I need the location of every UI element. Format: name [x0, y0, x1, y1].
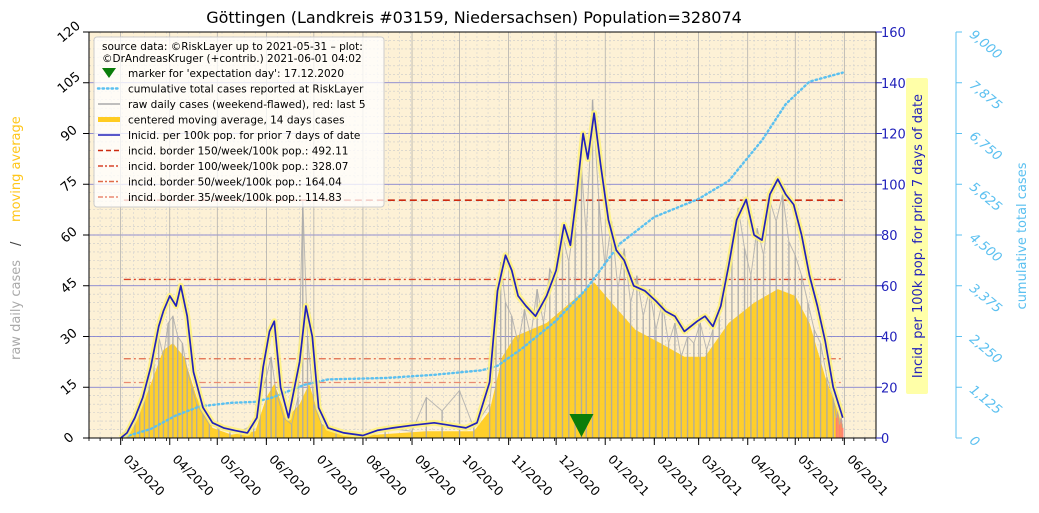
- y-left-label-sep: /: [9, 241, 24, 246]
- y-right2-tick-label: 2,250: [966, 332, 1004, 367]
- y-left-tick-label: 0: [61, 430, 77, 447]
- y-left-tick-label: 30: [58, 326, 80, 348]
- y-right2-tick-label: 3,375: [966, 281, 1004, 316]
- x-tick-label: 03/2021: [699, 452, 746, 499]
- legend-entry-label: incid. border 150/week/100k pop.: 492.11: [128, 146, 348, 158]
- legend-source-line1: source data: ©RiskLayer up to 2021-05-31…: [102, 41, 363, 53]
- legend-entry-label: incid. border 100/week/100k pop.: 328.07: [128, 161, 348, 173]
- chart-title: Göttingen (Landkreis #03159, Niedersachs…: [206, 8, 742, 27]
- y-right-tick-label: 120: [881, 128, 906, 143]
- legend: source data: ©RiskLayer up to 2021-05-31…: [93, 36, 385, 208]
- x-tick-label: 03/2020: [121, 452, 168, 499]
- y-right2-tick-label: 7,875: [966, 78, 1004, 113]
- y-left-label-avg: moving average: [9, 116, 24, 222]
- legend-entry-label: cumulative total cases reported at RiskL…: [128, 84, 364, 96]
- y-right2-tick-label: 0: [966, 433, 982, 450]
- x-tick-label: 05/2021: [795, 452, 842, 499]
- x-tick-label: 08/2020: [363, 452, 410, 499]
- y-right-tick-label: 140: [881, 77, 906, 92]
- y-right-tick-label: 160: [881, 26, 906, 41]
- y-left-tick-label: 15: [58, 377, 80, 399]
- legend-source-line2: ©DrAndreasKruger (+contrib.) 2021-06-01 …: [102, 53, 362, 65]
- legend-entry-label: incid. border 35/week/100k pop.: 114.83: [128, 192, 342, 204]
- x-tick-label: 04/2020: [170, 452, 217, 499]
- y-right2-tick-label: 6,750: [966, 129, 1004, 164]
- y-left-tick-label: 120: [55, 19, 84, 46]
- incidence-line: [120, 112, 844, 438]
- y-right-label: Incid. per 100k pop. for prior 7 days of…: [911, 94, 926, 378]
- y-right-tick-label: 20: [881, 381, 898, 396]
- x-tick-label: 12/2020: [556, 452, 603, 499]
- x-tick-label: 06/2020: [266, 452, 313, 499]
- y-left-label-raw: raw daily cases: [9, 260, 24, 360]
- y-left-tick-label: 60: [58, 224, 80, 246]
- legend-box: [93, 36, 385, 208]
- y-right-tick-label: 80: [881, 229, 898, 244]
- y-right2-axis: 0 1,125 2,250 3,375 4,500 5,625 6,750 7,875 9,00…: [955, 27, 1004, 450]
- x-tick-label: 10/2020: [459, 452, 506, 499]
- legend-marker-swatch: [102, 68, 116, 78]
- y-right-tick-label: 100: [881, 178, 906, 193]
- x-tick-label: 01/2021: [605, 452, 652, 499]
- expectation-marker-layer: [569, 414, 594, 437]
- y-left-tick-label: 45: [58, 275, 80, 297]
- y-right-tick-label: 60: [881, 280, 898, 295]
- y-right2-tick-label: 4,500: [966, 230, 1004, 265]
- y-right-label-box: [906, 78, 928, 394]
- x-tick-label: 11/2020: [509, 452, 556, 499]
- y-right2-label: cumulative total cases: [1015, 162, 1030, 309]
- y-right-tick-label: 40: [881, 331, 898, 346]
- legend-entry-label: incid. border 50/week/100k pop.: 164.04: [128, 177, 342, 189]
- raw-cases-layer: [121, 99, 844, 438]
- legend-entry-label: raw daily cases (weekend-flawed), red: l…: [128, 99, 366, 111]
- incidence-border-lines: [123, 199, 843, 384]
- incidence-layer: [118, 110, 846, 438]
- y-left-tick-label: 75: [58, 174, 80, 196]
- expectation-day-marker: [569, 414, 594, 437]
- legend-entry-label: centered moving average, 14 days cases: [128, 115, 345, 127]
- x-tick-label: 04/2021: [748, 452, 795, 499]
- y-right2-tick-label: 9,000: [966, 27, 1004, 62]
- legend-entries: marker for 'expectation day': 17.12.2020…: [96, 68, 366, 204]
- legend-entry-label: Inicid. per 100k pop. for prior 7 days o…: [128, 130, 360, 142]
- x-tick-label: 07/2020: [314, 452, 361, 499]
- y-right2-tick-label: 1,125: [966, 383, 1004, 418]
- legend-entry-label: marker for 'expectation day': 17.12.2020: [128, 68, 344, 80]
- x-tick-label: 06/2021: [844, 452, 891, 499]
- y-left-tick-label: 105: [55, 69, 84, 96]
- y-left-tick-label: 90: [58, 123, 80, 145]
- x-tick-label: 02/2021: [654, 452, 701, 499]
- y-left-axis: 0 15 30 45 60 75 90 105 120: [55, 19, 89, 447]
- y-right2-tick-label: 5,625: [966, 180, 1004, 215]
- x-axis: 03/2020 04/2020 05/2020 06/2020 07/2020 08/20…: [88, 438, 892, 499]
- y-right-tick-label: 0: [881, 432, 889, 447]
- x-tick-label: 09/2020: [412, 452, 459, 499]
- x-tick-label: 05/2020: [217, 452, 264, 499]
- y-right-axis: 0 20 40 60 80 100 120 140 160: [876, 26, 906, 447]
